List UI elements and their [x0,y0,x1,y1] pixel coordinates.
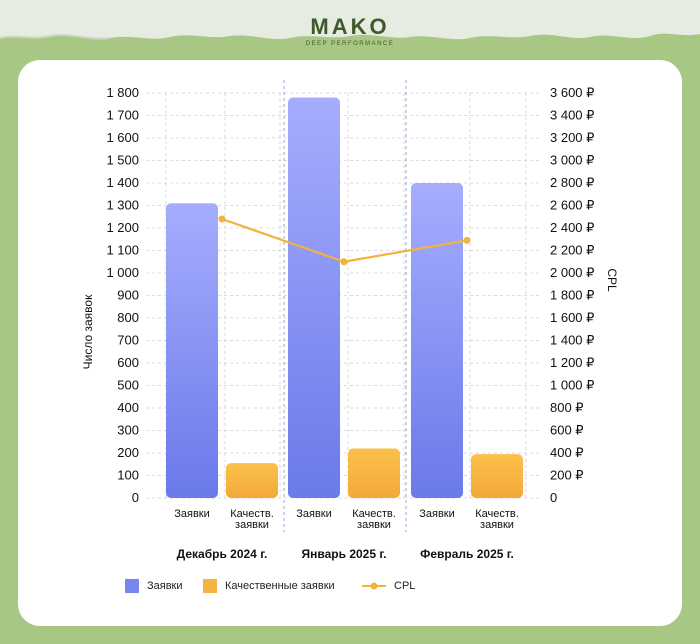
bar-quality [348,448,400,498]
y-tick-label: 1 600 [106,130,139,145]
y-tick-label: 1 500 [106,153,139,168]
y2-tick-label: 1 200 ₽ [550,355,594,370]
legend-line-cpl [362,582,386,590]
x-subcategory-label: Качеств. [475,508,519,520]
y-axis-label: Число заявок [81,294,95,369]
legend-swatch-quality [203,579,217,593]
x-group-label: Январь 2025 г. [302,547,387,561]
legend-label-requests: Заявки [147,580,183,592]
bar-quality [226,463,278,498]
chart-card: 0 100 200 300 400 500 600 700 800 900 1 000 1 100 1 … [18,60,682,626]
y-tick-label: 200 [117,445,139,460]
y-tick-label: 1 800 [106,85,139,100]
bar-requests [166,203,218,498]
bar-quality [471,454,523,498]
y2-tick-label: 2 200 ₽ [550,243,594,258]
x-subcategory-label: Заявки [174,508,210,520]
y-tick-label: 100 [117,468,139,483]
bar-requests [288,97,340,498]
cpl-point [463,236,471,244]
y2-tick-label: 0 [550,490,557,505]
x-subcategory-label: заявки [357,519,391,531]
legend-label-cpl: CPL [394,580,416,592]
y-tick-label: 700 [117,333,139,348]
y2-tick-label: 3 000 ₽ [550,153,594,168]
y2-tick-label: 2 400 ₽ [550,220,594,235]
y2-tick-label: 2 000 ₽ [550,265,594,280]
y2-tick-label: 1 600 ₽ [550,310,594,325]
y-tick-label: 400 [117,400,139,415]
torn-paper-header [0,0,700,40]
y-tick-label: 1 000 [106,265,139,280]
brand-tagline: DEEP PERFORMANCE [305,41,395,47]
brand-logo: MAKO DEEP PERFORMANCE [0,14,700,47]
y2-tick-label: 2 800 ₽ [550,175,594,190]
bar-requests [411,183,463,498]
y2-axis-label: CPL [605,268,619,292]
y-tick-label: 1 200 [106,220,139,235]
y2-tick-label: 200 ₽ [550,468,584,483]
y-tick-label: 1 100 [106,243,139,258]
y2-tick-label: 3 600 ₽ [550,85,594,100]
y2-tick-label: 2 600 ₽ [550,198,594,213]
x-subcategory-label: заявки [480,519,514,531]
legend-swatch-requests [125,579,139,593]
y-tick-label: 500 [117,378,139,393]
y-tick-label: 1 400 [106,175,139,190]
x-subcategory-label: заявки [235,519,269,531]
y-tick-label: 300 [117,423,139,438]
x-group-label: Февраль 2025 г. [420,547,514,561]
y2-tick-label: 1 800 ₽ [550,288,594,303]
y2-tick-label: 600 ₽ [550,423,584,438]
y-tick-label: 0 [132,490,139,505]
y-tick-label: 1 700 [106,108,139,123]
x-group-label: Декабрь 2024 г. [177,547,268,561]
y2-tick-label: 800 ₽ [550,400,584,415]
y-tick-label: 600 [117,355,139,370]
y2-tick-label: 3 400 ₽ [550,108,594,123]
y2-tick-label: 3 200 ₽ [550,130,594,145]
x-subcategory-label: Заявки [296,508,332,520]
brand-name: MAKO [310,14,390,39]
cpl-point [340,258,348,266]
legend-label-quality: Качественные заявки [225,580,335,592]
legend-item-requests: Заявки [125,578,183,594]
legend-item-quality: Качественные заявки [203,578,335,594]
y-tick-label: 800 [117,310,139,325]
y2-tick-label: 1 400 ₽ [550,333,594,348]
combo-chart: 0 100 200 300 400 500 600 700 800 900 1 000 1 100 1 … [81,80,619,561]
y-tick-label: 900 [117,288,139,303]
cpl-point [218,215,226,223]
x-subcategory-label: Качеств. [352,508,396,520]
y-tick-label: 1 300 [106,198,139,213]
x-subcategory-label: Заявки [419,508,455,520]
legend-item-cpl: CPL [362,578,415,594]
y2-tick-label: 400 ₽ [550,445,584,460]
x-subcategory-label: Качеств. [230,508,274,520]
y2-tick-label: 1 000 ₽ [550,378,594,393]
